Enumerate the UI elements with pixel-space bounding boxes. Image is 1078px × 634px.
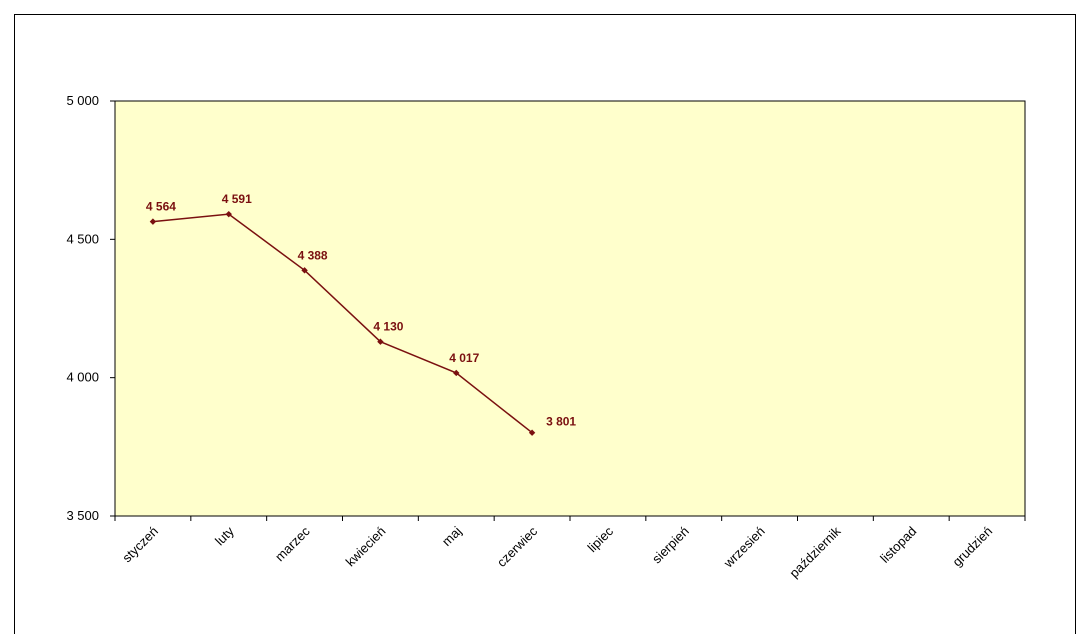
- y-tick-label: 4 000: [66, 370, 99, 385]
- x-tick-label: sierpień: [649, 524, 692, 567]
- data-label: 4 591: [222, 192, 252, 206]
- x-tick-label: marzec: [272, 523, 313, 564]
- data-point: [301, 267, 308, 274]
- plot-area: [114, 100, 1026, 517]
- data-point: [225, 210, 232, 218]
- data-label: 4 017: [449, 351, 479, 365]
- x-axis: styczeń luty marzec kwiecień maj czerwiec lipi…: [114, 516, 1026, 581]
- x-tick-label: kwiecień: [343, 524, 389, 570]
- series-group: [149, 210, 536, 436]
- x-tick-label: wrzesień: [720, 524, 768, 572]
- data-label: 4 388: [298, 248, 328, 262]
- y-axis: 5 000 4 500 4 000 3 500: [66, 93, 115, 523]
- data-label: 4 130: [373, 320, 403, 334]
- data-point: [453, 369, 460, 377]
- x-tick-label: lipiec: [584, 523, 616, 555]
- series-line: [152, 213, 533, 434]
- x-tick-label: styczeń: [119, 524, 161, 566]
- data-labels: 4 564 4 591 4 388 4 130 4 017 3 801: [146, 192, 577, 429]
- data-label: 4 564: [146, 200, 176, 214]
- data-point: [377, 338, 384, 345]
- y-tick-label: 5 000: [66, 93, 99, 108]
- x-tick-label: maj: [439, 523, 464, 548]
- data-point: [528, 429, 536, 436]
- x-tick-label: listopad: [877, 524, 919, 566]
- x-tick-label: grudzień: [949, 524, 995, 570]
- x-tick-label: luty: [212, 523, 237, 548]
- x-tick-label: czerwiec: [494, 523, 541, 570]
- data-point: [149, 218, 157, 225]
- data-label: 3 801: [546, 415, 576, 429]
- x-tick-label: październik: [786, 523, 843, 580]
- y-tick-label: 4 500: [66, 231, 99, 246]
- y-tick-label: 3 500: [66, 508, 99, 523]
- chart-frame: [14, 14, 1076, 634]
